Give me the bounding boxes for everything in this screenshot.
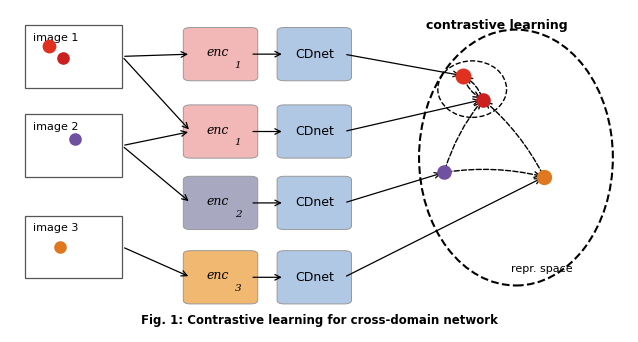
FancyBboxPatch shape — [277, 251, 352, 304]
Point — [70, 136, 80, 142]
FancyBboxPatch shape — [183, 251, 258, 304]
FancyBboxPatch shape — [25, 25, 122, 88]
Text: CDnet: CDnet — [295, 196, 334, 209]
Text: image 2: image 2 — [33, 122, 78, 132]
FancyBboxPatch shape — [183, 27, 258, 81]
Text: 1: 1 — [235, 61, 241, 70]
Point — [439, 170, 449, 175]
Text: 2: 2 — [235, 210, 241, 219]
FancyBboxPatch shape — [277, 27, 352, 81]
Text: image 3: image 3 — [33, 223, 78, 233]
Point — [54, 244, 64, 250]
Point — [57, 55, 68, 61]
Text: repr. space: repr. space — [510, 264, 572, 274]
Point — [478, 97, 488, 102]
Text: contrastive learning: contrastive learning — [426, 19, 568, 32]
Text: 3: 3 — [235, 284, 241, 293]
Text: enc: enc — [206, 46, 228, 59]
Text: CDnet: CDnet — [295, 48, 334, 61]
Text: image 1: image 1 — [33, 32, 78, 42]
Text: CDnet: CDnet — [295, 271, 334, 284]
FancyBboxPatch shape — [25, 114, 122, 177]
FancyBboxPatch shape — [183, 105, 258, 158]
Text: enc: enc — [206, 269, 228, 282]
Point — [44, 43, 54, 49]
Text: 1: 1 — [235, 138, 241, 147]
FancyBboxPatch shape — [25, 215, 122, 278]
Text: enc: enc — [206, 195, 228, 208]
Text: CDnet: CDnet — [295, 125, 334, 138]
Point — [539, 174, 549, 180]
Point — [457, 73, 468, 78]
FancyBboxPatch shape — [183, 176, 258, 229]
FancyBboxPatch shape — [277, 176, 352, 229]
Text: Fig. 1: Contrastive learning for cross-domain network: Fig. 1: Contrastive learning for cross-d… — [140, 314, 498, 327]
FancyBboxPatch shape — [277, 105, 352, 158]
Text: enc: enc — [206, 123, 228, 136]
